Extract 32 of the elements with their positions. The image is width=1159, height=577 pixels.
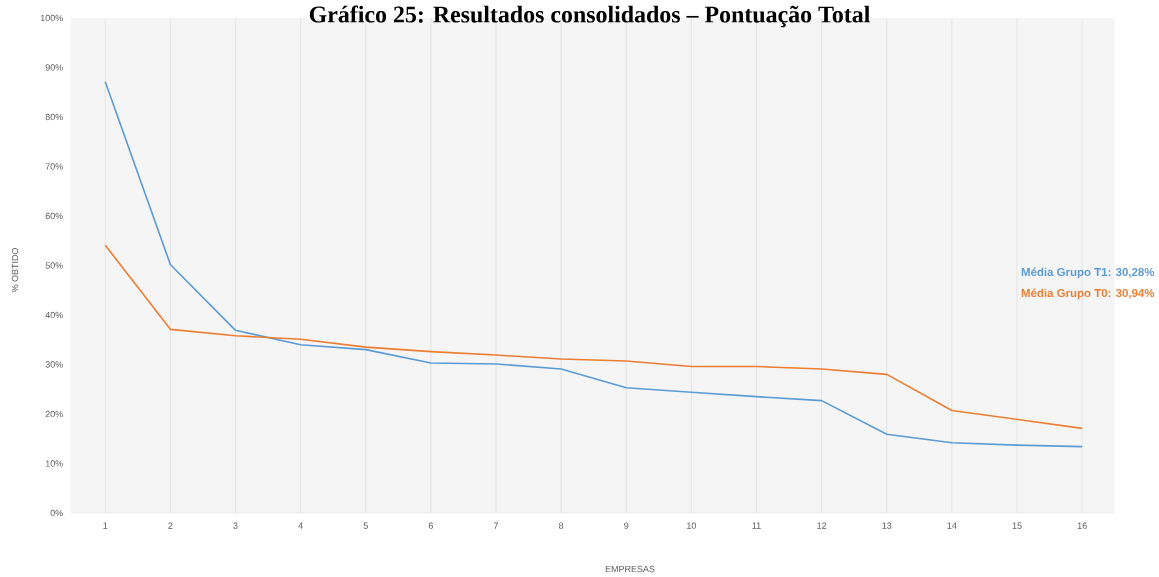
y-tick-label: 70% xyxy=(45,163,63,170)
y-axis-title: % OBTIDO xyxy=(11,248,19,293)
x-tick-label: 3 xyxy=(233,522,238,529)
y-tick-label: 10% xyxy=(45,460,63,467)
y-tick-label: 80% xyxy=(45,113,63,121)
y-tick-label: 40% xyxy=(45,311,63,319)
x-tick-label: 9 xyxy=(624,522,629,529)
x-tick-label: 6 xyxy=(428,522,433,529)
y-tick-label: 30% xyxy=(45,361,63,368)
x-tick-label: 2 xyxy=(168,522,173,529)
annotation: Média Grupo T0: 30,94% xyxy=(1021,288,1155,300)
annotation: Média Grupo T1: 30,28% xyxy=(1021,267,1155,279)
x-tick-label: 14 xyxy=(947,522,957,529)
x-tick-label: 7 xyxy=(493,522,499,529)
y-tick-label: 50% xyxy=(45,262,63,269)
x-tick-label: 16 xyxy=(1077,522,1087,529)
y-tick-label: 100% xyxy=(40,14,63,22)
x-tick-label: 13 xyxy=(882,522,892,529)
x-tick-label: 10 xyxy=(687,522,697,529)
x-tick-label: 12 xyxy=(817,522,827,529)
y-tick-label: 60% xyxy=(45,212,63,220)
y-tick-label: 90% xyxy=(45,64,63,71)
x-tick-label: 1 xyxy=(103,522,108,529)
x-tick-label: 4 xyxy=(298,522,303,529)
x-axis-title: EMPRESAS xyxy=(605,565,655,573)
x-tick-label: 8 xyxy=(559,522,564,529)
x-tick-label: 15 xyxy=(1012,522,1022,529)
x-tick-label: 11 xyxy=(752,522,761,529)
x-tick-label: 5 xyxy=(363,522,368,529)
y-tick-label: 20% xyxy=(45,410,63,418)
chart-title: Gráfico 25: Resultados consolidados – Pontuação Total xyxy=(309,5,870,28)
y-tick-label: 0% xyxy=(50,509,63,517)
